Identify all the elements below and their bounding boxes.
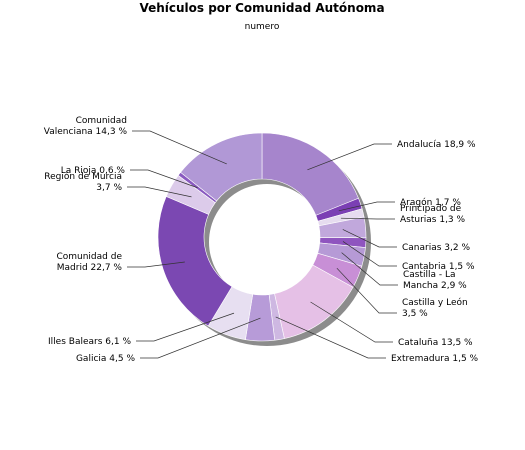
slice-label-comunidad-valenciana: Comunidad Valenciana 14,3 %	[44, 116, 128, 137]
leader-line-castilla-la-mancha	[341, 252, 398, 286]
slice-label-extremadura: Extremadura 1,5 %	[391, 354, 479, 364]
slice-label-andalucia: Andalucía 18,9 %	[397, 140, 476, 150]
slice-comunidad-valenciana	[180, 132, 263, 202]
leader-line-andalucia	[307, 143, 392, 171]
slice-label-la-rioja: La Rioja 0,6 %	[61, 166, 126, 176]
leader-line-galicia	[140, 317, 261, 359]
slice-label-cataluna: Cataluña 13,5 %	[398, 338, 473, 348]
slice-label-aragon: Aragón 1,7 %	[400, 197, 461, 208]
slice-label-cantabria: Cantabria 1,5 %	[402, 262, 475, 272]
leader-line-comunidad-valenciana	[132, 130, 227, 165]
chart-title: Vehículos por Comunidad Autónoma	[139, 1, 384, 15]
leader-lines	[127, 130, 398, 359]
leader-line-la-rioja	[130, 169, 198, 189]
slice-label-canarias: Canarias 3,2 %	[402, 243, 470, 253]
slice-label-castilla-y-leon: Castilla y León 3,5 %	[402, 297, 468, 319]
slice-label-illes-balears: Illes Balears 6,1 %	[48, 337, 131, 347]
leader-line-cataluna	[310, 301, 393, 343]
leader-line-region-de-murcia	[127, 186, 192, 198]
leader-line-canarias	[342, 229, 397, 248]
slice-label-castilla-la-mancha: Castilla - La Mancha 2,9 %	[403, 270, 467, 291]
slice-label-principado-de-asturias: Principado de Asturias 1,3 %	[400, 204, 466, 225]
leader-line-aragon	[338, 201, 395, 212]
leader-line-extremadura	[275, 316, 386, 359]
slice-labels: Andalucía 18,9 % Aragón 1,7 %Principado d…	[44, 116, 479, 364]
leader-line-principado-de-asturias	[340, 217, 395, 220]
slice-label-comunidad-de-madrid: Comunidad de Madrid 22,7 %	[56, 252, 122, 273]
leader-line-castilla-y-leon	[336, 267, 397, 314]
slice-label-galicia: Galicia 4,5 %	[76, 354, 135, 364]
slice-andalucia	[261, 132, 359, 216]
leader-line-illes-balears	[136, 312, 235, 342]
leader-line-cantabria	[342, 241, 397, 267]
donut-slices	[157, 132, 367, 342]
chart-subtitle: numero	[245, 22, 280, 32]
leader-line-comunidad-de-madrid	[127, 261, 185, 268]
slice-label-region-de-murcia: Región de Murcia 3,7 %	[44, 171, 122, 193]
